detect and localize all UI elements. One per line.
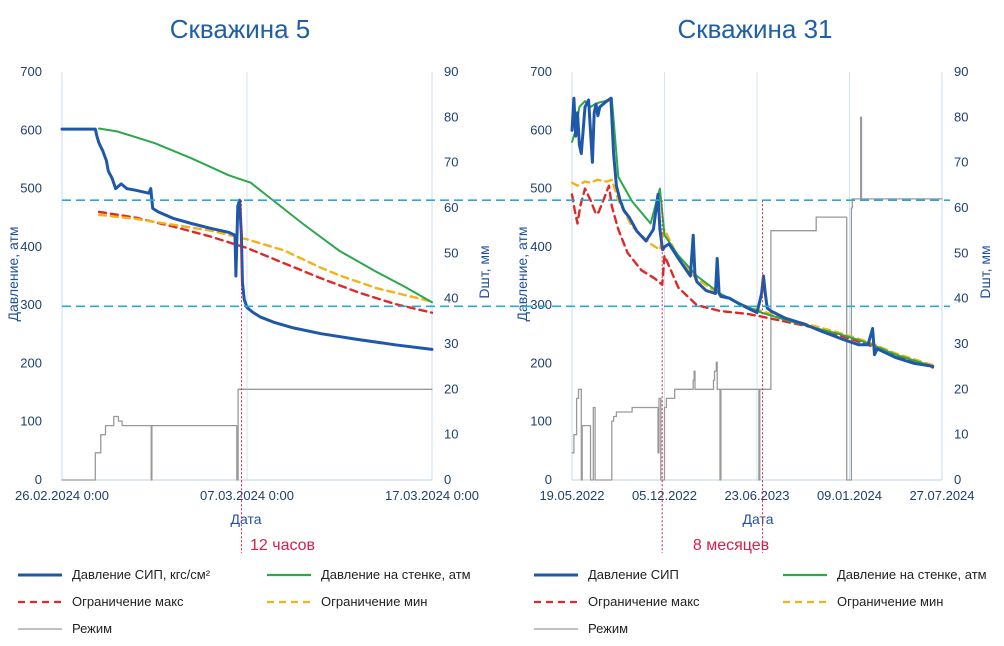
y2-tick-label: 80 bbox=[954, 109, 968, 124]
series-line-sip bbox=[60, 127, 434, 351]
y-axis-label-well-31: Давление, атм bbox=[514, 227, 530, 322]
legend-label-mode: Режим bbox=[588, 621, 628, 636]
x-tick-label: 07.03.2024 0:00 bbox=[200, 488, 294, 503]
legend-label-min: Ограничение мин bbox=[321, 594, 427, 609]
y-tick-label: 100 bbox=[20, 414, 42, 429]
y2-tick-label: 90 bbox=[954, 64, 968, 79]
series-line-wall bbox=[571, 97, 934, 368]
y2-tick-label: 60 bbox=[954, 200, 968, 215]
y-tick-label: 600 bbox=[20, 122, 42, 137]
x-tick-label: 09.01.2024 bbox=[817, 488, 882, 503]
y2-tick-label: 80 bbox=[444, 109, 458, 124]
y2-tick-label: 50 bbox=[444, 245, 458, 260]
y2-tick-label: 90 bbox=[444, 64, 458, 79]
y-tick-label: 100 bbox=[530, 414, 552, 429]
legend-label-mode: Режим bbox=[72, 621, 112, 636]
y2-tick-label: 30 bbox=[444, 336, 458, 351]
y2-tick-label: 30 bbox=[954, 336, 968, 351]
x-tick-label: 19.05.2022 bbox=[539, 488, 604, 503]
y-tick-label: 0 bbox=[35, 472, 42, 487]
legend-label-wall: Давление на стенке, атм bbox=[321, 567, 471, 582]
y2-tick-label: 0 bbox=[444, 472, 451, 487]
y-tick-label: 600 bbox=[530, 122, 552, 137]
legend-label-sip: Давление СИП bbox=[588, 567, 679, 582]
series-line-mode bbox=[61, 388, 433, 481]
x-axis-label-well-5: Дата bbox=[230, 511, 261, 527]
y2-tick-label: 40 bbox=[954, 291, 968, 306]
legend-label-min: Ограничение мин bbox=[837, 594, 943, 609]
series-line-sip bbox=[570, 96, 935, 368]
series-line-max bbox=[570, 184, 934, 369]
y2-tick-label: 70 bbox=[444, 155, 458, 170]
x-tick-label: 05.12.2022 bbox=[632, 488, 697, 503]
y2-tick-label: 20 bbox=[954, 381, 968, 396]
y-tick-label: 400 bbox=[530, 239, 552, 254]
y2-tick-label: 40 bbox=[444, 291, 458, 306]
chart-title-well-5: Скважина 5 bbox=[170, 14, 311, 44]
y-tick-label: 500 bbox=[20, 181, 42, 196]
y-tick-label: 300 bbox=[20, 297, 42, 312]
x-tick-label: 17.03.2024 0:00 bbox=[385, 488, 479, 503]
y-axis-label-well-5: Давление, атм bbox=[5, 227, 21, 322]
y-tick-label: 400 bbox=[20, 239, 42, 254]
annotation-12-hours: 12 часов bbox=[250, 537, 315, 554]
annotation-8-months: 8 месяцев bbox=[693, 537, 769, 554]
y-tick-label: 200 bbox=[530, 355, 552, 370]
y-tick-label: 300 bbox=[530, 297, 552, 312]
y2-tick-label: 0 bbox=[954, 472, 961, 487]
legend-label-max: Ограничение макс bbox=[588, 594, 700, 609]
series-line-min bbox=[97, 213, 434, 303]
y2-tick-label: 10 bbox=[444, 427, 458, 442]
y2-tick-label: 10 bbox=[954, 427, 968, 442]
series-line-wall bbox=[98, 127, 433, 304]
y-tick-label: 200 bbox=[20, 355, 42, 370]
x-tick-label: 27.07.2024 bbox=[909, 488, 974, 503]
legend-label-max: Ограничение макс bbox=[72, 594, 184, 609]
y2-tick-label: 20 bbox=[444, 381, 458, 396]
legend-label-wall: Давление на стенке, атм bbox=[837, 567, 987, 582]
series-line-mode bbox=[571, 116, 943, 481]
y-tick-label: 500 bbox=[530, 181, 552, 196]
series-line-max bbox=[97, 210, 434, 314]
y2-tick-label: 60 bbox=[444, 200, 458, 215]
y2-axis-label-well-31: Dшт, мм bbox=[977, 245, 993, 298]
legend-label-sip: Давление СИП, кгс/см² bbox=[72, 567, 211, 582]
x-tick-label: 23.06.2023 bbox=[724, 488, 789, 503]
y2-tick-label: 70 bbox=[954, 155, 968, 170]
x-tick-label: 26.02.2024 0:00 bbox=[15, 488, 109, 503]
y2-tick-label: 50 bbox=[954, 245, 968, 260]
series-line-min bbox=[570, 178, 934, 367]
y-tick-label: 0 bbox=[545, 472, 552, 487]
x-axis-label-well-31: Дата bbox=[742, 511, 773, 527]
y-tick-label: 700 bbox=[530, 64, 552, 79]
chart-title-well-31: Скважина 31 bbox=[677, 14, 832, 44]
chart-panel-1: 0 100 200 300 400 500 600 700 0 10 20 30 40 50 60 70 80 9… bbox=[530, 64, 975, 553]
y-tick-label: 700 bbox=[20, 64, 42, 79]
y2-axis-label-well-5: Dшт, мм bbox=[476, 245, 492, 298]
chart-panel-0: 0 100 200 300 400 500 600 700 0 10 20 30 40 50 60 70 80 9… bbox=[15, 64, 479, 553]
